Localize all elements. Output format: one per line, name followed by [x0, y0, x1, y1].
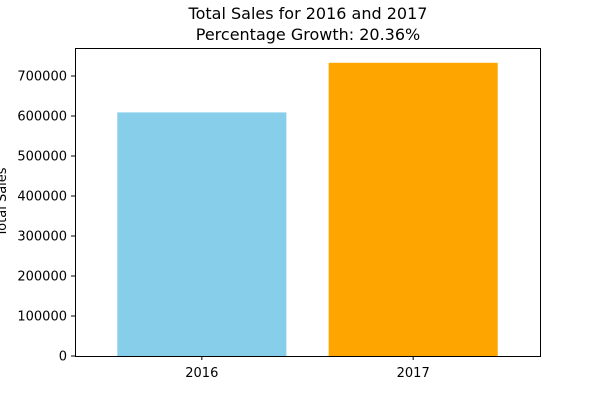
y-tick-label-400000: 400000: [17, 190, 67, 205]
y-tick-label-500000: 500000: [17, 150, 67, 165]
y-axis-label: Total Sales: [0, 167, 10, 237]
bars-layer: [117, 62, 498, 357]
chart-title: Total Sales for 2016 and 2017: [188, 4, 428, 23]
bar-2016: [117, 112, 287, 357]
y-tick-label-100000: 100000: [17, 310, 67, 325]
y-tick-label-700000: 700000: [17, 70, 67, 85]
plot-frame: [75, 48, 541, 357]
y-tick-label-200000: 200000: [17, 270, 67, 285]
chart-subtitle: Percentage Growth: 20.36%: [196, 25, 421, 44]
ticks-layer: 2016 2017 0 100000 200000 300000 400000 500000 6…: [17, 70, 429, 382]
y-axis-label-group: Total Sales: [0, 167, 10, 237]
y-tick-label-600000: 600000: [17, 110, 67, 125]
x-tick-label-2016: 2016: [185, 366, 218, 381]
bar-2017: [328, 62, 498, 357]
x-tick-label-2017: 2017: [397, 366, 430, 381]
y-tick-label-0: 0: [59, 350, 67, 365]
y-tick-label-300000: 300000: [17, 230, 67, 245]
